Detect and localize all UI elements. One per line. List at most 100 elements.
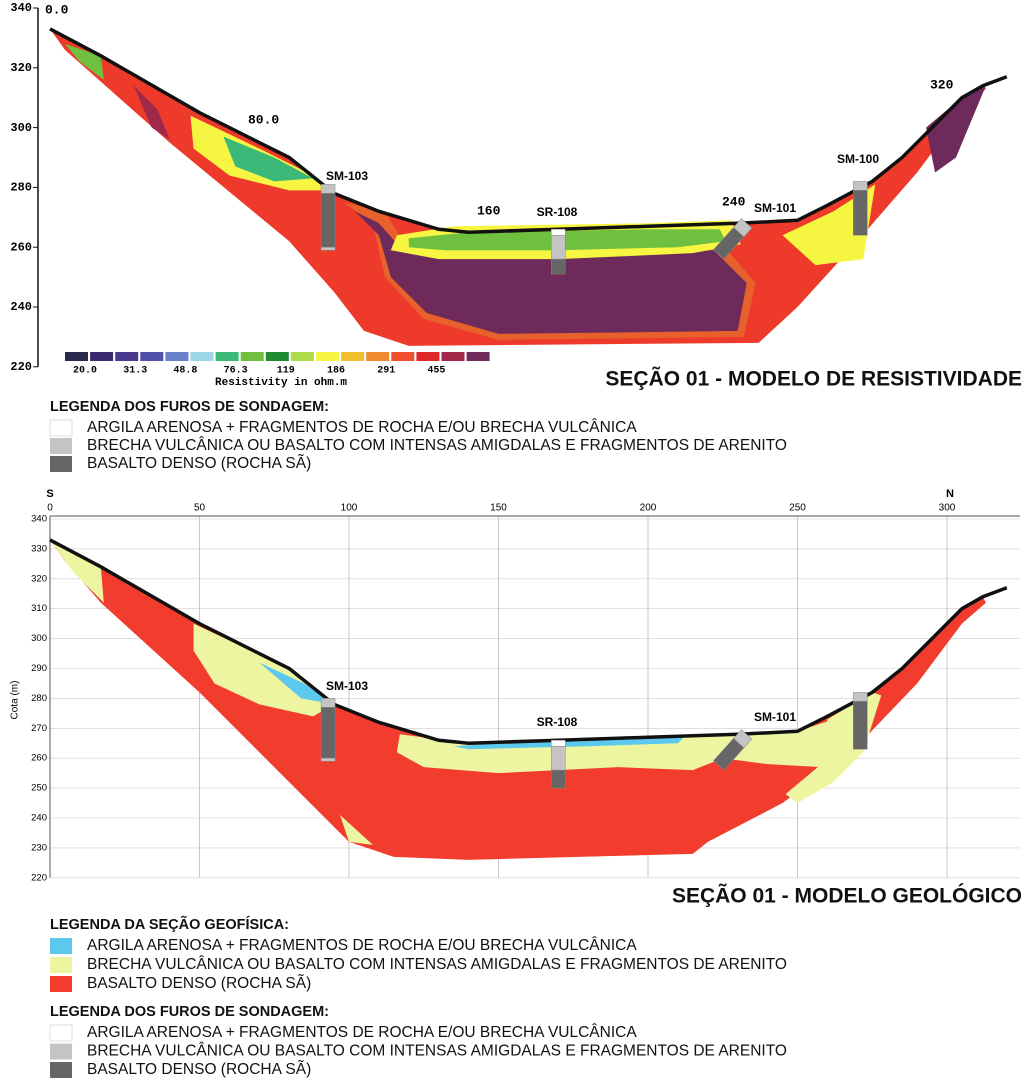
resistivity-zone [223,136,314,182]
borehole [853,692,868,750]
borehole-label: SR-108 [537,715,578,729]
borehole-segment [853,190,868,236]
y-tick-label: 290 [31,663,47,674]
borehole-label: SM-101 [754,201,796,215]
borehole-segment [320,246,336,251]
legend-swatch [50,438,72,454]
resistivity-zone [408,229,726,251]
y-tick-label: 240 [10,300,32,314]
borehole-segment [320,707,336,759]
borehole-label: SM-103 [326,679,368,693]
y-tick-label: 220 [31,872,47,883]
colorbar-swatch [115,352,139,361]
colorbar-label: 20.0 [73,366,97,377]
borehole [713,729,753,771]
y-tick-label: 340 [31,514,47,525]
colorbar-swatch [265,352,289,361]
colorbar-swatch [240,352,264,361]
direction-label: S [46,488,53,500]
legend-label: ARGILA ARENOSA + FRAGMENTOS DE ROCHA E/O… [87,937,637,954]
legend-swatch [50,938,72,954]
borehole-segment [551,234,566,260]
legend-label: BASALTO DENSO (ROCHA SÃ) [87,1061,311,1078]
borehole [853,181,868,236]
colorbar-label: 455 [427,366,445,377]
x-tick-label: 0 [47,503,53,514]
y-tick-label: 230 [31,842,47,853]
y-tick-label: 260 [31,753,47,764]
borehole-label: SR-108 [537,205,578,219]
borehole-label: SM-100 [837,152,879,166]
legend-title: LEGENDA DOS FUROS DE SONDAGEM: [50,1004,329,1020]
geology-zone [50,539,986,860]
borehole [551,740,566,789]
y-tick-label: 280 [10,181,32,195]
x-tick-label: 50 [194,503,206,514]
colorbar-label: 48.8 [173,366,197,377]
borehole-segment [713,227,745,260]
y-tick-label: 310 [31,603,47,614]
borehole [320,698,336,762]
resistivity-zone [133,85,170,140]
section-title: SEÇÃO 01 - MODELO GEOLÓGICO [672,884,1022,908]
colorbar-swatch [466,352,490,361]
y-tick-label: 220 [10,360,32,374]
resistivity-zone [782,184,876,266]
colorbar-swatch [290,352,314,361]
y-tick-label: 240 [31,813,47,824]
resistivity-zone [50,28,986,346]
y-axis-label: Cota (m) [10,681,21,720]
x-tick-label: 250 [789,503,806,514]
borehole-segment [551,745,566,771]
legend-swatch [50,456,72,472]
borehole-segment [320,193,336,248]
legend-label: BRECHA VULCÂNICA OU BASALTO COM INTENSAS… [87,1043,787,1060]
colorbar-label: 76.3 [224,366,248,377]
borehole [320,184,336,251]
distance-label: 80.0 [248,112,279,127]
borehole-segment [320,757,336,762]
borehole-segment [551,769,566,789]
legend-swatch [50,957,72,973]
borehole-segment [713,738,745,771]
resistivity-zone [64,43,104,80]
y-tick-label: 320 [10,61,32,75]
legend-label: BRECHA VULCÂNICA OU BASALTO COM INTENSAS… [87,437,787,454]
legend-swatch [50,976,72,992]
x-tick-label: 300 [939,503,956,514]
legend-swatch [50,1043,72,1060]
y-tick-label: 300 [10,121,32,135]
borehole-segment [551,258,566,275]
borehole-segment [853,181,868,191]
colorbar-title: Resistivity in ohm.m [215,377,347,389]
y-tick-label: 300 [31,633,47,644]
borehole-segment [320,698,336,708]
legend-label: ARGILA ARENOSA + FRAGMENTOS DE ROCHA E/O… [87,1024,637,1041]
geology-zone [453,737,684,750]
borehole-segment [853,692,868,702]
colorbar-swatch [140,352,164,361]
resistivity-zone [926,85,986,173]
resistivity-zone [354,211,747,334]
ground-surface [49,27,1008,235]
x-tick-label: 200 [640,503,657,514]
borehole-segment [551,229,566,236]
colorbar-label: 31.3 [123,366,147,377]
y-tick-label: 270 [31,723,47,734]
ground-surface [49,538,1008,746]
colorbar-swatch [165,352,189,361]
y-tick-label: 260 [10,240,32,254]
geology-zone [396,719,858,774]
colorbar-swatch [391,352,415,361]
colorbar-swatch [316,352,339,361]
colorbar-label: 291 [377,366,395,377]
borehole-segment [551,740,566,747]
borehole-label: SM-101 [754,710,796,724]
legend-label: BASALTO DENSO (ROCHA SÃ) [87,975,311,992]
x-tick-label: 150 [490,503,507,514]
colorbar-swatch [190,352,214,361]
borehole [713,218,753,260]
legend-title: LEGENDA DA SEÇÃO GEOFÍSICA: [50,915,289,933]
y-tick-label: 280 [31,693,47,704]
